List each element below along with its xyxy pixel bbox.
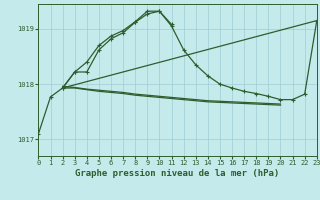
X-axis label: Graphe pression niveau de la mer (hPa): Graphe pression niveau de la mer (hPa): [76, 169, 280, 178]
